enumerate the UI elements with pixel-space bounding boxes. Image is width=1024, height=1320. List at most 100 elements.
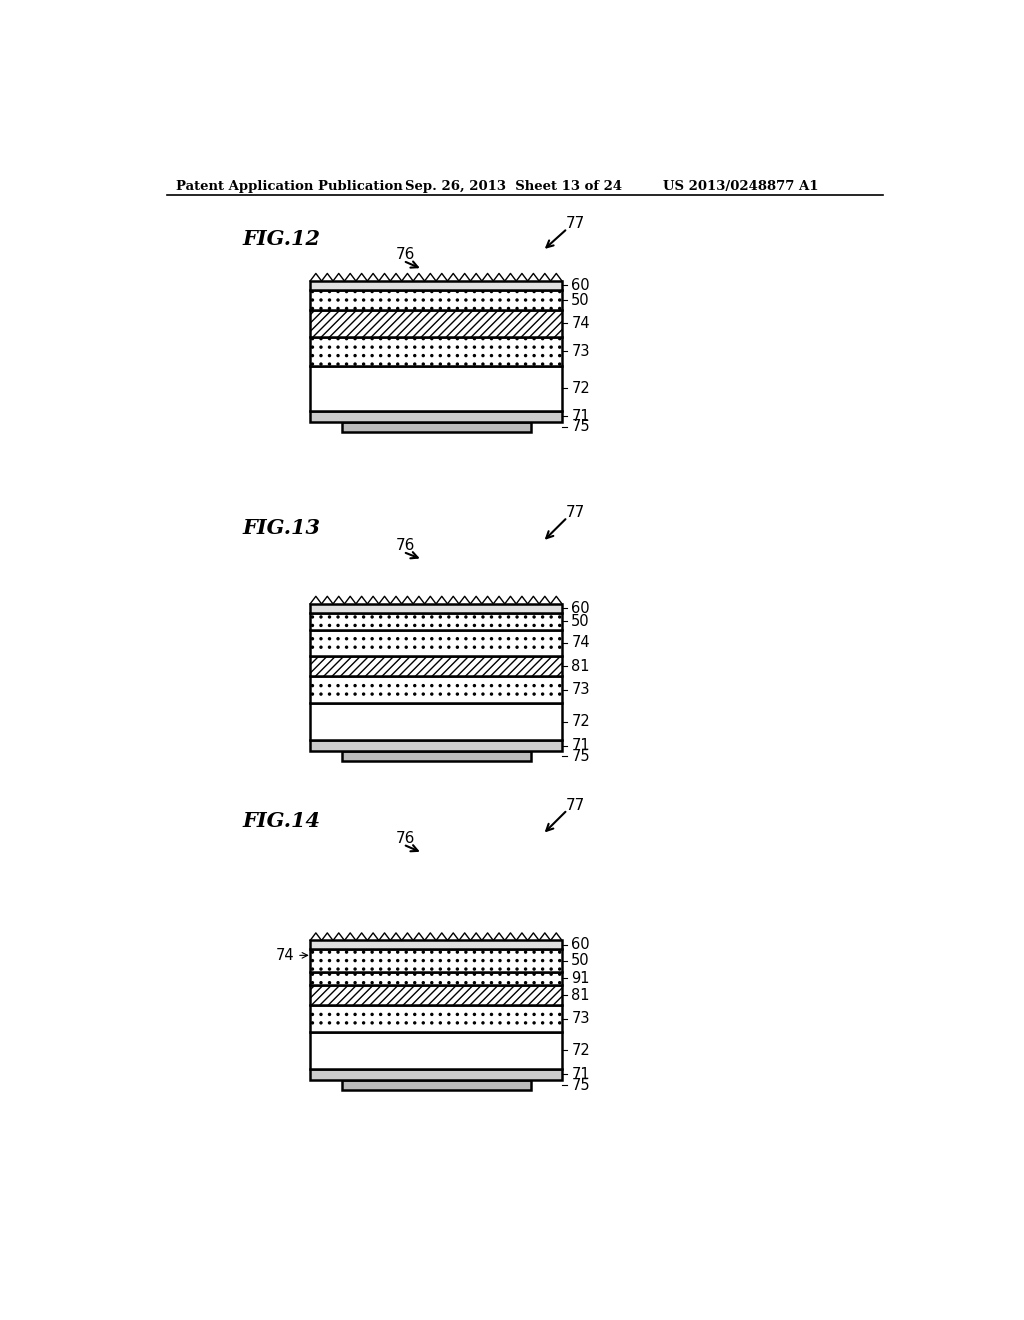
Circle shape [345, 973, 347, 975]
Circle shape [362, 355, 365, 356]
Circle shape [396, 638, 398, 640]
Circle shape [524, 952, 526, 953]
Circle shape [380, 338, 382, 339]
Circle shape [431, 346, 433, 348]
Circle shape [396, 338, 398, 339]
Bar [310, 704, 562, 741]
Circle shape [329, 616, 331, 618]
Circle shape [508, 960, 510, 961]
Text: 75: 75 [571, 1077, 590, 1093]
Bar [310, 949, 562, 972]
Circle shape [354, 355, 356, 356]
Circle shape [516, 973, 518, 975]
Circle shape [465, 300, 467, 301]
Circle shape [490, 346, 493, 348]
Circle shape [542, 647, 544, 648]
Circle shape [362, 952, 365, 953]
Circle shape [354, 973, 356, 975]
Circle shape [508, 624, 510, 627]
Circle shape [422, 338, 424, 339]
Circle shape [380, 1022, 382, 1024]
Circle shape [414, 647, 416, 648]
Circle shape [516, 616, 518, 618]
Circle shape [516, 1022, 518, 1024]
Circle shape [524, 960, 526, 961]
Circle shape [406, 638, 408, 640]
Circle shape [482, 952, 484, 953]
Bar [310, 741, 562, 751]
Circle shape [414, 982, 416, 983]
Circle shape [414, 693, 416, 696]
Circle shape [542, 290, 544, 293]
Circle shape [447, 647, 450, 648]
Circle shape [508, 982, 510, 983]
Circle shape [431, 968, 433, 970]
Circle shape [499, 973, 501, 975]
Text: 91: 91 [571, 972, 590, 986]
Circle shape [311, 1022, 313, 1024]
Circle shape [465, 338, 467, 339]
Circle shape [414, 638, 416, 640]
Circle shape [337, 973, 339, 975]
Circle shape [482, 982, 484, 983]
Circle shape [396, 1022, 398, 1024]
Circle shape [473, 624, 475, 627]
Circle shape [447, 693, 450, 696]
Circle shape [542, 308, 544, 309]
Circle shape [473, 685, 475, 686]
Circle shape [473, 973, 475, 975]
Circle shape [499, 982, 501, 983]
Circle shape [354, 1022, 356, 1024]
Circle shape [388, 338, 390, 339]
Circle shape [550, 624, 552, 627]
Circle shape [354, 1014, 356, 1015]
Text: 73: 73 [571, 682, 590, 697]
Circle shape [490, 973, 493, 975]
Text: Sep. 26, 2013  Sheet 13 of 24: Sep. 26, 2013 Sheet 13 of 24 [406, 180, 623, 193]
Circle shape [371, 616, 373, 618]
Circle shape [447, 685, 450, 686]
Circle shape [406, 952, 408, 953]
Circle shape [329, 638, 331, 640]
Text: 74: 74 [571, 635, 590, 651]
Circle shape [329, 308, 331, 309]
Circle shape [337, 300, 339, 301]
Text: 75: 75 [571, 748, 590, 764]
Circle shape [406, 290, 408, 293]
Circle shape [362, 1022, 365, 1024]
Circle shape [406, 960, 408, 961]
Circle shape [354, 968, 356, 970]
Circle shape [465, 308, 467, 309]
Circle shape [516, 952, 518, 953]
Circle shape [319, 338, 322, 339]
Bar [310, 656, 562, 676]
Circle shape [311, 647, 313, 648]
Circle shape [457, 308, 459, 309]
Circle shape [362, 616, 365, 618]
Circle shape [422, 308, 424, 309]
Circle shape [337, 638, 339, 640]
Circle shape [439, 982, 441, 983]
Circle shape [508, 290, 510, 293]
Circle shape [508, 355, 510, 356]
Circle shape [345, 346, 347, 348]
Circle shape [542, 973, 544, 975]
Bar [342, 1080, 530, 1090]
Circle shape [524, 338, 526, 339]
Circle shape [319, 300, 322, 301]
Circle shape [542, 638, 544, 640]
Circle shape [447, 363, 450, 366]
Circle shape [499, 960, 501, 961]
Circle shape [345, 1014, 347, 1015]
Circle shape [431, 300, 433, 301]
Circle shape [388, 952, 390, 953]
Circle shape [422, 290, 424, 293]
Circle shape [431, 982, 433, 983]
Circle shape [354, 290, 356, 293]
Circle shape [499, 968, 501, 970]
Circle shape [482, 355, 484, 356]
Circle shape [550, 300, 552, 301]
Circle shape [311, 952, 313, 953]
Circle shape [380, 982, 382, 983]
Text: 75: 75 [571, 420, 590, 434]
